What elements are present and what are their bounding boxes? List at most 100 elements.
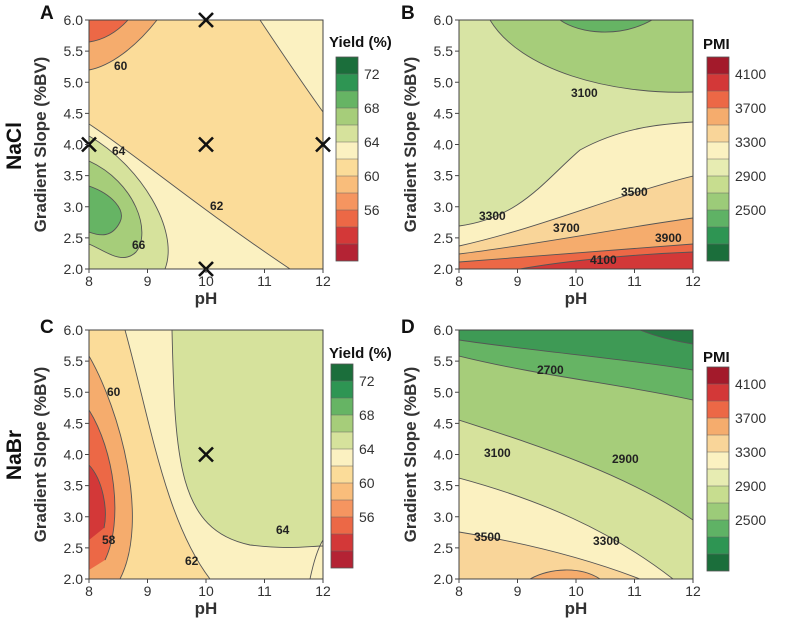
panel-c-contour-fill <box>89 330 323 579</box>
y-tick-label: 5.5 <box>434 43 454 59</box>
x-tick-label: 10 <box>568 583 584 599</box>
contour-label: 3900 <box>655 231 682 245</box>
colorbar-tick-label: 3300 <box>735 444 766 460</box>
contour-label: 62 <box>185 554 199 568</box>
x-axis-title: pH <box>565 289 588 308</box>
colorbar-tick-label: 72 <box>359 373 375 389</box>
y-tick-label: 4.5 <box>434 415 454 431</box>
y-tick-label: 5.0 <box>434 74 454 90</box>
y-tick-label: 5.5 <box>64 43 84 59</box>
colorbar-segment <box>707 418 729 435</box>
y-tick-label: 5.0 <box>64 384 84 400</box>
colorbar-tick-label: 2500 <box>735 202 766 218</box>
contour-label: 60 <box>107 385 121 399</box>
y-tick-label: 6.0 <box>434 12 454 28</box>
colorbar-segment <box>707 176 729 193</box>
panel-b-contour-fill <box>459 20 693 269</box>
x-tick-label: 12 <box>315 273 331 289</box>
y-tick-label: 2.0 <box>434 571 454 587</box>
x-tick-label: 11 <box>627 583 642 599</box>
contour-label: 58 <box>102 533 116 547</box>
y-tick-label: 4.5 <box>64 415 84 431</box>
x-tick-label: 9 <box>144 583 152 599</box>
y-tick-label: 2.5 <box>64 230 84 246</box>
panel-letter: B <box>401 3 415 24</box>
panel-b: 3100 3500 3300 3700 3900 4100 <box>458 19 694 270</box>
colorbar-tick-label: 68 <box>364 100 380 116</box>
colorbar-tick-label: 2900 <box>735 478 766 494</box>
y-tick-label: 2.0 <box>64 571 84 587</box>
contour-label: 3300 <box>593 534 620 548</box>
colorbar-segment <box>707 537 729 554</box>
panel-d: 2700 3100 2900 3500 3300 <box>458 329 694 580</box>
x-axis-title: pH <box>195 599 218 618</box>
y-tick-label: 4.0 <box>434 447 454 463</box>
design-point-marker <box>198 446 214 463</box>
colorbar-a: Yield (%) 72 68 64 60 56 <box>329 34 392 262</box>
colorbar-tick-label: 60 <box>364 168 380 184</box>
y-axis-title: Gradient Slope (%BV) <box>31 57 50 233</box>
colorbar-segment <box>707 520 729 537</box>
x-tick-label: 8 <box>455 583 463 599</box>
colorbar-title: PMI <box>703 349 730 366</box>
colorbar-tick-label: 2500 <box>735 512 766 528</box>
colorbar-segment <box>336 125 358 142</box>
contour-label: 3500 <box>474 530 501 544</box>
colorbar-segment <box>331 551 353 568</box>
panel-letter: A <box>40 3 54 24</box>
colorbar-segment <box>707 367 729 384</box>
colorbar-segment <box>336 244 358 261</box>
colorbar-segment <box>336 210 358 227</box>
colorbar-tick-label: 64 <box>364 134 380 150</box>
contour-label: 60 <box>114 59 128 73</box>
colorbar-segment <box>331 466 353 483</box>
row-label-nacl: NaCl <box>3 122 26 170</box>
contour-label: 2700 <box>537 363 564 377</box>
colorbar-tick-label: 72 <box>364 66 380 82</box>
y-axis-title: Gradient Slope (%BV) <box>401 57 420 233</box>
y-tick-label: 6.0 <box>434 322 454 338</box>
colorbar-segment <box>331 449 353 466</box>
y-axis-title: Gradient Slope (%BV) <box>401 367 420 543</box>
y-tick-label: 4.5 <box>434 105 454 121</box>
colorbar-segment <box>331 415 353 432</box>
y-tick-label: 4.0 <box>64 447 84 463</box>
y-tick-label: 2.5 <box>434 540 454 556</box>
contour-label: 62 <box>210 199 224 213</box>
contour-label: 3500 <box>621 185 648 199</box>
colorbar-segment <box>707 74 729 91</box>
colorbar-segment <box>707 108 729 125</box>
x-tick-label: 8 <box>85 583 93 599</box>
colorbar-tick-label: 56 <box>364 202 380 218</box>
panel-a: 60 64 62 66 <box>81 12 331 277</box>
colorbar-segment <box>707 503 729 520</box>
y-tick-label: 2.5 <box>434 230 454 246</box>
contour-label: 3100 <box>484 446 511 460</box>
colorbar-segment <box>331 432 353 449</box>
y-tick-label: 5.5 <box>434 353 454 369</box>
colorbar-segment <box>707 210 729 227</box>
colorbar-segment <box>707 125 729 142</box>
x-tick-label: 9 <box>144 273 152 289</box>
y-tick-label: 2.0 <box>64 261 84 277</box>
x-axis-title: pH <box>565 599 588 618</box>
contour-label: 3700 <box>553 221 580 235</box>
colorbar-tick-label: 68 <box>359 407 375 423</box>
colorbar-title: Yield (%) <box>329 345 392 362</box>
panel-letter: C <box>40 317 54 338</box>
colorbar-segment <box>331 500 353 517</box>
colorbar-segment <box>336 227 358 244</box>
x-tick-label: 12 <box>685 583 701 599</box>
y-tick-label: 3.0 <box>64 199 84 215</box>
colorbar-segment <box>331 517 353 534</box>
y-tick-label: 3.5 <box>64 168 84 184</box>
colorbar-segment <box>331 381 353 398</box>
colorbar-segment <box>336 159 358 176</box>
colorbar-c: Yield (%) 72 68 64 60 56 <box>329 345 392 569</box>
colorbar-segment <box>707 227 729 244</box>
contour-label: 4100 <box>590 253 617 267</box>
x-tick-label: 11 <box>257 273 272 289</box>
colorbar-segment <box>707 244 729 261</box>
colorbar-segment <box>707 384 729 401</box>
y-tick-label: 3.5 <box>434 168 454 184</box>
